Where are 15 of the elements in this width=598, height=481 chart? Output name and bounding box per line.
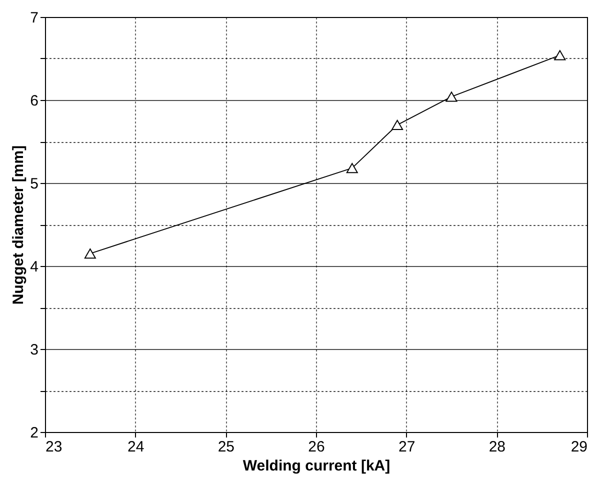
x-tick-label: 28 — [488, 438, 506, 456]
x-tick-label: 23 — [46, 438, 62, 456]
y-tick-label: 6 — [30, 92, 38, 110]
x-tick-label: 29 — [570, 438, 588, 456]
x-tick-label: 26 — [308, 438, 325, 456]
y-axis-title: Nugget diameter [mm] — [10, 145, 28, 305]
y-tick-label: 4 — [30, 258, 38, 276]
x-tick-label: 24 — [127, 438, 144, 456]
y-tick-label: 3 — [30, 342, 38, 358]
y-tick-label: 5 — [30, 176, 38, 192]
y-tick-label: 7 — [30, 10, 38, 26]
x-axis-title: Welding current [kA] — [242, 458, 390, 474]
x-tick-label: 27 — [398, 438, 416, 456]
x-tick-label: 25 — [218, 438, 235, 456]
y-tick-label: 2 — [30, 424, 38, 442]
